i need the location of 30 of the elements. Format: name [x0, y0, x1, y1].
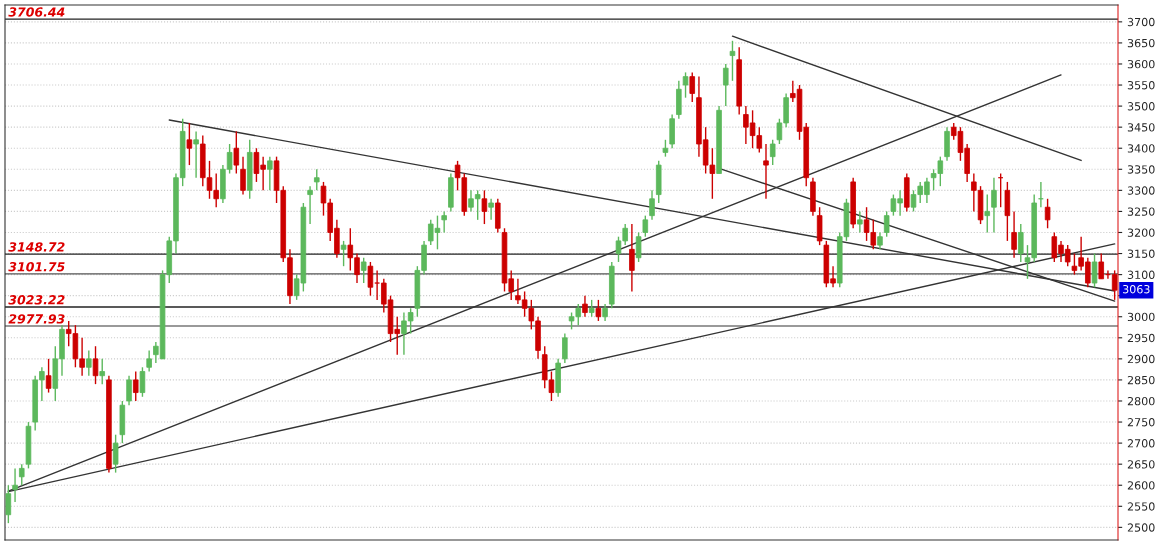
ref-line-label: 3023.22 — [8, 295, 65, 305]
y-tick-label: 2900 — [1127, 354, 1155, 364]
y-tick-label: 2550 — [1127, 502, 1155, 511]
y-tick-label: 3150 — [1127, 249, 1155, 258]
y-tick-label: 2700 — [1127, 439, 1155, 448]
ref-line-label: 3148.72 — [8, 242, 65, 252]
y-tick-label: 3500 — [1127, 102, 1155, 111]
y-tick-label: 2850 — [1127, 375, 1155, 385]
y-tick-label: 2500 — [1127, 523, 1155, 532]
y-tick-label: 3000 — [1127, 312, 1155, 322]
y-tick-label: 3100 — [1127, 270, 1155, 279]
y-tick-label: 2600 — [1127, 481, 1155, 490]
ref-line-label: 3101.75 — [8, 261, 65, 272]
y-tick-label: 3350 — [1127, 165, 1155, 174]
annotation: 3063 — [1123, 285, 1150, 294]
y-tick-label: 3650 — [1127, 38, 1155, 48]
y-tick-label: 2800 — [1127, 396, 1155, 406]
y-tick-label: 3250 — [1127, 207, 1155, 216]
y-tick-label: 3400 — [1127, 144, 1155, 153]
y-tick-label: 2650 — [1127, 460, 1155, 469]
y-tick-label: 2750 — [1127, 418, 1155, 427]
y-tick-label: 3200 — [1127, 228, 1155, 237]
y-tick-label: 2950 — [1127, 333, 1155, 343]
y-tick-label: 3300 — [1127, 186, 1155, 195]
y-tick-label: 3450 — [1127, 123, 1155, 132]
ref-line-label: 3706.44 — [8, 7, 65, 17]
y-tick-label: 3600 — [1127, 59, 1155, 69]
ref-line-label: 2977.93 — [8, 314, 65, 324]
y-tick-label: 3550 — [1127, 81, 1155, 90]
y-tick-label: 3700 — [1127, 17, 1155, 27]
